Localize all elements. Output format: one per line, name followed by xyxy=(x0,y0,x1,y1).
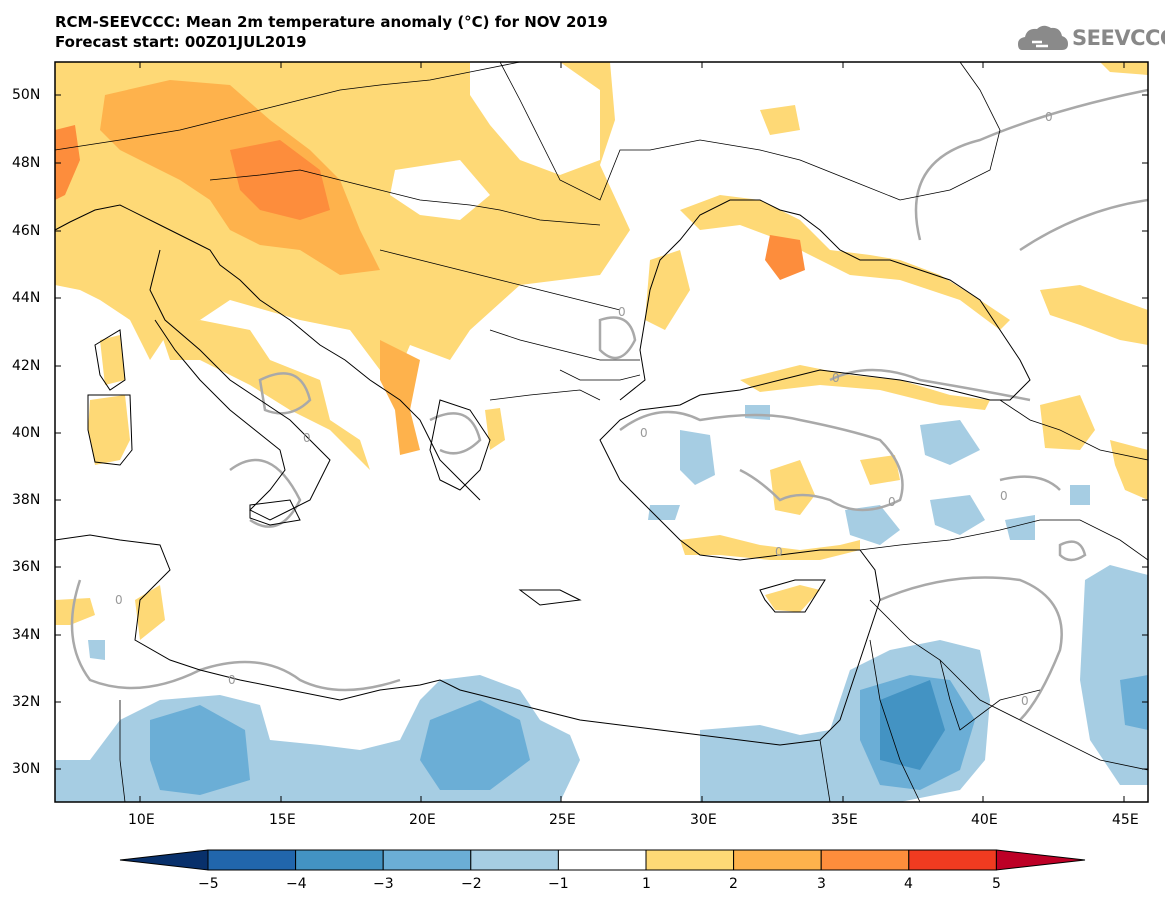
lat-label-42n: 42N xyxy=(12,358,41,374)
lat-label-36n: 36N xyxy=(12,559,41,575)
warm-anomaly-cyprus xyxy=(765,585,820,612)
colorbar-cell xyxy=(207,849,297,871)
lat-label-46n: 46N xyxy=(12,223,41,239)
warm-anomaly-poland xyxy=(470,62,600,175)
contour-label: 0 xyxy=(1045,110,1053,124)
cold-anomaly-armenia xyxy=(1070,485,1090,505)
warm-anomaly-east xyxy=(1110,440,1148,500)
cold-anomaly-libya-3 xyxy=(420,700,530,790)
warm-anomaly-turkey-south xyxy=(680,535,860,560)
contour-label: 0 xyxy=(640,426,648,440)
cold-anomaly-turkey-3 xyxy=(845,505,900,545)
colorbar-arrow-right xyxy=(995,849,1086,871)
cold-anomaly-turkey-4 xyxy=(930,495,985,535)
colorbar-cell xyxy=(908,849,997,871)
contour-label: 0 xyxy=(115,593,123,607)
colorbar-cell xyxy=(382,849,472,871)
cold-anomaly-turkey-2 xyxy=(920,420,980,465)
warm-anomaly-black-sea-north xyxy=(680,195,1010,330)
warm-anomaly-turkey-north xyxy=(740,365,990,410)
cloud-icon xyxy=(1018,25,1068,50)
colorbar-arrow-left xyxy=(119,849,209,871)
colorbar-label: −5 xyxy=(198,876,219,892)
colorbar-cell xyxy=(295,849,384,871)
coastlines xyxy=(55,199,1031,746)
lat-label-50n: 50N xyxy=(12,87,41,103)
contour-label: 0 xyxy=(303,431,311,445)
lat-label-32n: 32N xyxy=(12,694,41,710)
cold-anomaly-iraq xyxy=(1080,565,1148,785)
logo-text: SEEVCCC xyxy=(1072,26,1165,50)
warm-anomaly-austria xyxy=(230,140,330,220)
contour-label: 0 xyxy=(1000,489,1008,503)
colorbar-cell xyxy=(645,849,735,871)
warm-anomaly-libya-west xyxy=(55,598,95,625)
lat-label-44n: 44N xyxy=(12,290,41,306)
colorbar-label: 1 xyxy=(642,876,651,892)
contour-label: 0 xyxy=(618,305,626,319)
contour-label: 0 xyxy=(1021,694,1029,708)
warm-anomaly-sardinia xyxy=(88,395,130,465)
warm-anomaly-corsica xyxy=(100,335,125,385)
cold-anomaly-armenia-2 xyxy=(1005,515,1035,540)
lon-label-45e: 45E xyxy=(1112,812,1139,828)
contour-label: 0 xyxy=(888,495,896,509)
lat-label-30n: 30N xyxy=(12,761,41,777)
colorbar-label: 3 xyxy=(817,876,826,892)
lon-label-35e: 35E xyxy=(831,812,858,828)
warm-anomaly-hungary-gap xyxy=(390,160,490,220)
colorbar-label: −3 xyxy=(373,876,394,892)
lon-label-10e: 10E xyxy=(128,812,155,828)
contour-label: 0 xyxy=(832,371,840,385)
warm-anomaly-caucasus xyxy=(1040,285,1148,345)
colorbar-label: −4 xyxy=(286,876,307,892)
cold-anomaly-iraq-core xyxy=(1120,675,1148,730)
warm-anomaly-adriatic xyxy=(380,340,420,455)
contour-label: 0 xyxy=(228,673,236,687)
warm-anomaly-ukraine-east xyxy=(760,105,800,135)
warm-anomaly-west xyxy=(55,125,80,200)
lat-label-38n: 38N xyxy=(12,492,41,508)
colorbar-cell xyxy=(733,849,822,871)
colorbar-cell xyxy=(820,849,910,871)
cold-anomaly-turkey-6 xyxy=(745,405,770,420)
colorbar-label: −2 xyxy=(461,876,482,892)
warm-anomaly-italy xyxy=(160,320,370,470)
warm-anomaly-georgia xyxy=(1040,395,1095,450)
warm-anomaly-turkey-c2 xyxy=(860,455,900,485)
contour-label: 0 xyxy=(775,545,783,559)
lat-label-40n: 40N xyxy=(12,425,41,441)
colorbar-label: 2 xyxy=(729,876,738,892)
borders xyxy=(55,62,1148,802)
cold-anomaly-libya-2 xyxy=(150,705,250,795)
lat-label-48n: 48N xyxy=(12,155,41,171)
warm-anomaly-tunisia xyxy=(135,585,165,640)
lon-label-20e: 20E xyxy=(409,812,436,828)
colorbar-label: −1 xyxy=(548,876,569,892)
lat-label-34n: 34N xyxy=(12,627,41,643)
forecast-start-label: Forecast start: 00Z01JUL2019 xyxy=(55,33,307,51)
warm-anomaly-turkey-central xyxy=(770,460,815,515)
lon-label-30e: 30E xyxy=(690,812,717,828)
lon-label-25e: 25E xyxy=(549,812,576,828)
warm-anomaly-crimea xyxy=(765,235,805,280)
colorbar-cell xyxy=(557,849,647,871)
lon-label-40e: 40E xyxy=(971,812,998,828)
colorbar xyxy=(119,849,1086,871)
lon-label-15e: 15E xyxy=(269,812,296,828)
colorbar-cell xyxy=(470,849,559,871)
cold-anomaly-tunisia xyxy=(88,640,105,660)
map-title: RCM-SEEVCCC: Mean 2m temperature anomaly… xyxy=(55,13,608,31)
colorbar-label: 5 xyxy=(992,876,1001,892)
warm-anomaly-russia-ne xyxy=(1100,62,1148,75)
colorbar-label: 4 xyxy=(904,876,913,892)
cold-anomaly-turkey-1 xyxy=(680,430,715,485)
